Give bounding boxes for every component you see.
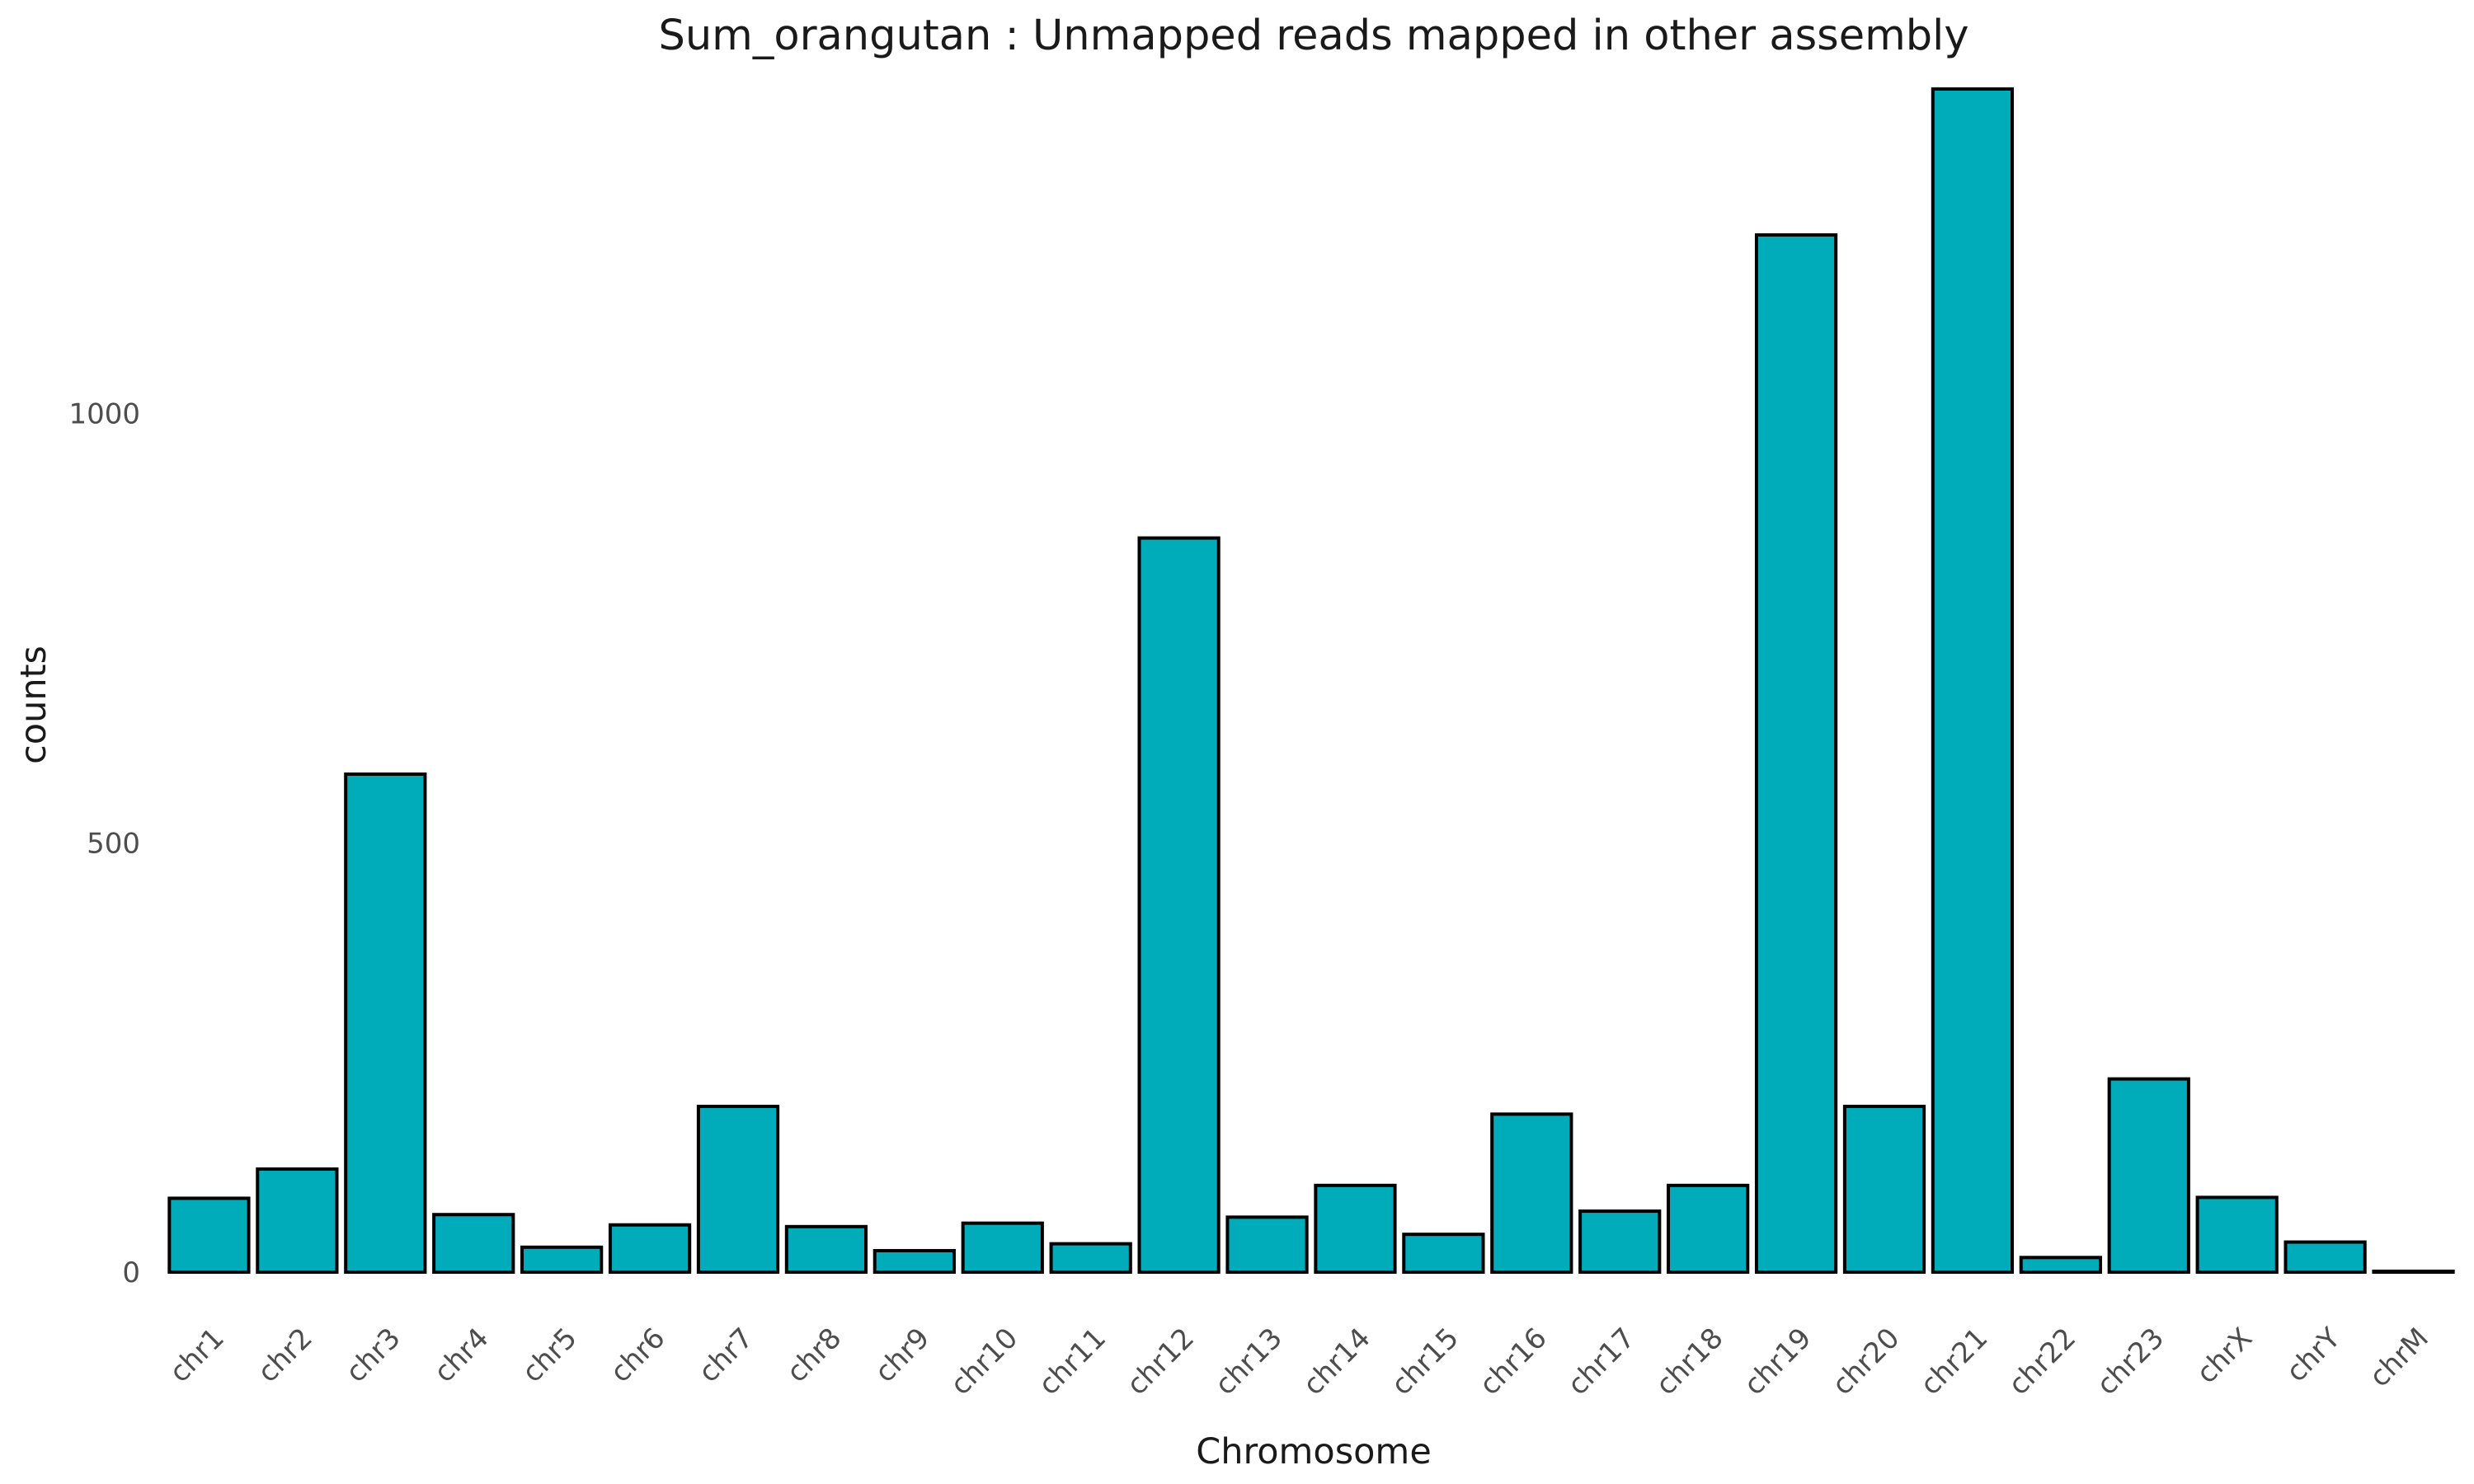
x-tick-label: chr17 — [1561, 1322, 1641, 1402]
bar-chr19 — [1754, 232, 1838, 1274]
bar-chr17 — [1578, 1209, 1662, 1275]
bar-chr16 — [1490, 1112, 1573, 1275]
bar-chr18 — [1667, 1183, 1750, 1274]
x-tick-label: chr15 — [1385, 1322, 1465, 1402]
x-tick-label: chrY — [2280, 1322, 2347, 1388]
x-tick-label: chr19 — [1738, 1322, 1818, 1402]
bar-chr23 — [2107, 1077, 2190, 1275]
bar-chr4 — [432, 1213, 515, 1274]
bar-chrX — [2195, 1195, 2279, 1275]
y-tick-label: 500 — [87, 827, 140, 860]
bar-chr22 — [2019, 1256, 2102, 1274]
x-tick-label: chrX — [2190, 1322, 2259, 1390]
x-tick-label: chr5 — [516, 1322, 584, 1389]
x-axis-ticks: chr1 chr2 chr3 chr4 chr5 chr6 chr7 chr8 chr9 chr1… — [163, 1322, 2435, 1402]
bar-chr20 — [1842, 1105, 1926, 1274]
x-tick-label: chr20 — [1826, 1322, 1906, 1402]
x-tick-label: chr23 — [2091, 1322, 2171, 1402]
x-tick-label: chr4 — [428, 1322, 496, 1389]
x-tick-label: chr3 — [340, 1322, 407, 1389]
bar-chr8 — [784, 1224, 868, 1275]
x-tick-label: chr11 — [1032, 1322, 1112, 1402]
x-tick-label: chr12 — [1121, 1322, 1201, 1402]
bar-chr2 — [256, 1167, 339, 1274]
chart-title: Sum_orangutan : Unmapped reads mapped in… — [658, 12, 1968, 60]
bar-chr12 — [1137, 536, 1221, 1274]
x-axis-label: Chromosome — [1196, 1431, 1432, 1472]
bar-chr13 — [1225, 1215, 1309, 1274]
bar-chr9 — [872, 1248, 956, 1274]
x-tick-label: chr2 — [252, 1322, 319, 1389]
x-tick-label: chr16 — [1473, 1322, 1553, 1402]
bar-chrY — [2284, 1240, 2367, 1275]
x-tick-label: chr21 — [1914, 1322, 1994, 1402]
x-tick-label: chr22 — [2002, 1322, 2082, 1402]
x-tick-label: chr13 — [1209, 1322, 1289, 1402]
x-tick-label: chr10 — [944, 1322, 1024, 1402]
y-tick-label: 1000 — [68, 398, 140, 431]
bar-chr3 — [344, 772, 427, 1274]
x-tick-label: chr1 — [163, 1322, 231, 1389]
bar-chr14 — [1314, 1183, 1397, 1274]
x-tick-label: chr6 — [604, 1322, 672, 1389]
bars — [167, 87, 2455, 1275]
bar-chr5 — [520, 1245, 604, 1275]
x-tick-label: chr14 — [1297, 1322, 1377, 1402]
bar-chr15 — [1402, 1233, 1485, 1274]
y-axis-ticks: 0 500 1000 — [68, 398, 140, 1289]
bar-chr6 — [608, 1223, 692, 1275]
x-tick-label: chr18 — [1649, 1322, 1729, 1402]
bar-chr1 — [167, 1196, 251, 1274]
y-axis-label: counts — [13, 646, 54, 764]
bar-chr11 — [1049, 1242, 1132, 1274]
x-tick-label: chrM — [2363, 1322, 2435, 1393]
x-tick-label: chr8 — [780, 1322, 848, 1389]
bar-chr10 — [961, 1221, 1044, 1274]
y-tick-label: 0 — [122, 1256, 140, 1289]
x-tick-label: chr7 — [692, 1322, 760, 1389]
bar-chrM — [2372, 1269, 2455, 1275]
x-tick-label: chr9 — [868, 1322, 936, 1389]
bar-chr7 — [696, 1105, 780, 1274]
bar-chr21 — [1931, 87, 2015, 1275]
